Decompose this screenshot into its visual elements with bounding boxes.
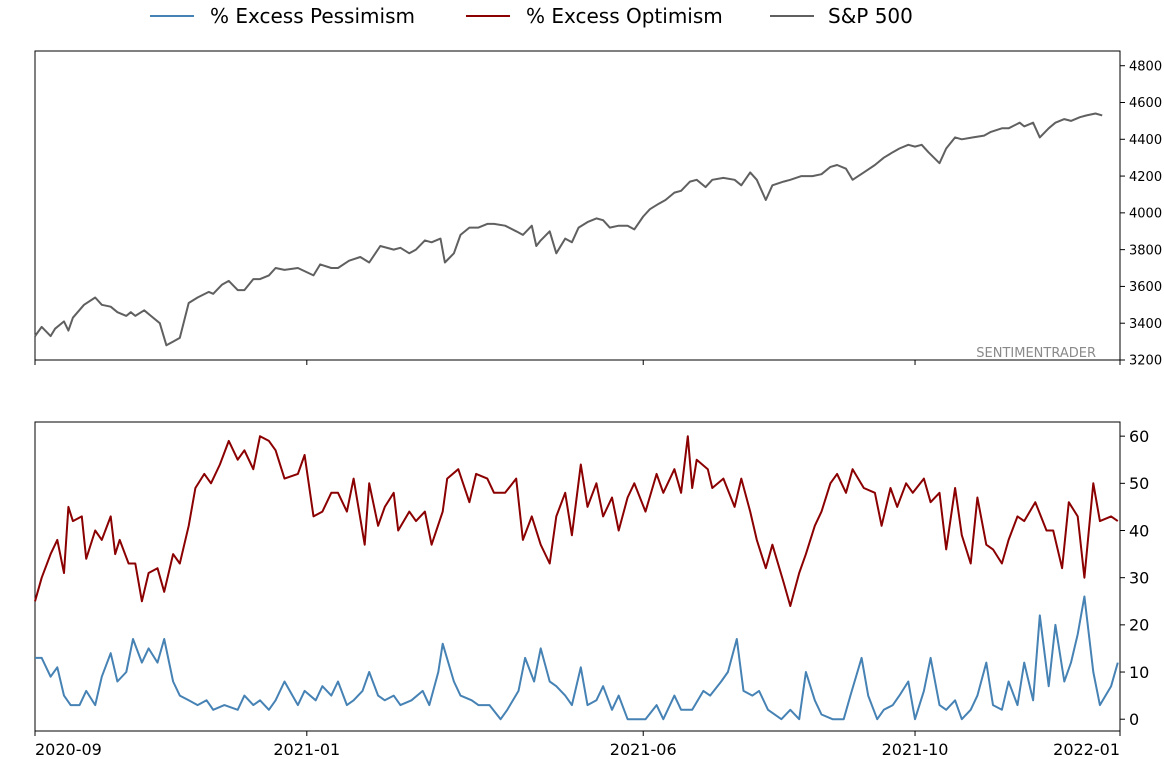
y-tick-label: 30 [1129, 568, 1149, 587]
y-tick-label: 20 [1129, 616, 1149, 635]
sp500-panel: 3200 3400 3600 3800 4000 4200 4400 4600 4800 SEN… [34, 50, 1162, 369]
series-line-excess-pessimism [35, 595, 1119, 721]
y-tick-label: 4600 [1129, 96, 1162, 111]
x-tick-label: 2021-10 [882, 740, 949, 759]
sentiment-x-axis: 2020-09 2021-01 2021-06 2021-10 2022-01 [34, 731, 1121, 759]
sp500-plot-frame [34, 50, 1121, 361]
sentiment-plot-frame [34, 421, 1121, 732]
x-tick-label: 2021-01 [273, 740, 340, 759]
sentiment-series-group [34, 435, 1119, 721]
legend-label-pessimism: % Excess Pessimism [210, 4, 415, 28]
legend: % Excess Pessimism % Excess Optimism S&P… [150, 4, 913, 28]
y-tick-label: 50 [1129, 474, 1149, 493]
sentiment-y-axis: 0 10 20 30 40 50 60 [1120, 427, 1149, 729]
sp500-series-group [34, 112, 1103, 347]
x-tick-label: 2020-09 [35, 740, 102, 759]
legend-label-sp500: S&P 500 [828, 4, 913, 28]
sp500-x-axis-ticks [34, 360, 1121, 365]
x-tick-label: 2021-06 [610, 740, 677, 759]
y-tick-label: 40 [1129, 521, 1149, 540]
y-tick-label: 3400 [1129, 317, 1162, 332]
watermark: SENTIMENTRADER [976, 346, 1096, 361]
y-tick-label: 4400 [1129, 133, 1162, 148]
y-tick-label: 4200 [1129, 170, 1162, 185]
y-tick-label: 60 [1129, 427, 1149, 446]
sp500-y-axis: 3200 3400 3600 3800 4000 4200 4400 4600 4800 [1120, 59, 1162, 369]
x-tick-label: 2022-01 [1053, 740, 1120, 759]
y-tick-label: 3200 [1129, 354, 1162, 369]
y-tick-label: 10 [1129, 663, 1149, 682]
y-tick-label: 3600 [1129, 280, 1162, 295]
series-line-s-p-500 [34, 112, 1103, 347]
y-tick-label: 4800 [1129, 59, 1162, 74]
sentiment-panel: 0 10 20 30 40 50 60 2020-09 2021-01 2021-06 2021-… [34, 421, 1149, 759]
series-line-excess-optimism [34, 435, 1119, 607]
y-tick-label: 3800 [1129, 243, 1162, 258]
y-tick-label: 0 [1129, 710, 1139, 729]
legend-label-optimism: % Excess Optimism [526, 4, 723, 28]
y-tick-label: 4000 [1129, 207, 1162, 222]
